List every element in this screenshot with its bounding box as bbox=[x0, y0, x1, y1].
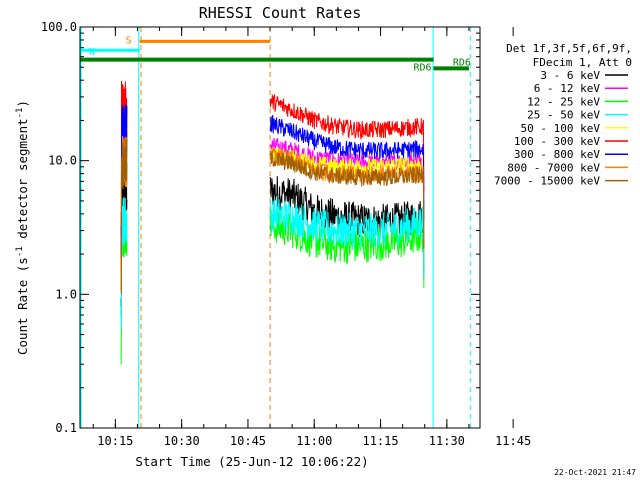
y-tick-label: 10.0 bbox=[48, 154, 77, 168]
y-axis: 100.0 10.0 1.0 0.1 bbox=[41, 20, 480, 435]
x-tick-label: 11:30 bbox=[429, 434, 465, 448]
y-tick-label: 0.1 bbox=[55, 421, 77, 435]
plot-frame bbox=[79, 26, 481, 429]
annotation-label: S bbox=[126, 35, 132, 46]
x-tick-label: 10:30 bbox=[164, 434, 200, 448]
series-trace bbox=[120, 209, 425, 365]
legend: Det 1f,3f,5f,6f,9f, FDecim 1, Att 0 3 - … bbox=[494, 42, 632, 188]
annotation-label: RD6 bbox=[414, 63, 432, 74]
y-tick-label: 1.0 bbox=[55, 287, 77, 301]
count-rate-traces bbox=[120, 80, 425, 365]
annotation-label: N bbox=[89, 47, 95, 58]
legend-entry-label: 50 - 100 keV bbox=[521, 122, 601, 135]
x-axis: 10:15 10:30 10:45 11:00 11:15 11:30 11:45 bbox=[92, 27, 531, 448]
annotation-bars: S N RD6 RD6 bbox=[80, 35, 471, 74]
series-trace bbox=[120, 137, 425, 294]
x-tick-label: 11:45 bbox=[495, 434, 531, 448]
legend-entry-label: 300 - 800 keV bbox=[514, 148, 600, 161]
series-trace bbox=[120, 196, 425, 329]
legend-entry-label: 800 - 7000 keV bbox=[507, 161, 600, 174]
legend-header-decimation: FDecim 1, Att 0 bbox=[533, 56, 632, 69]
y-axis-label: Count Rate (s-1 detector segment-1) bbox=[15, 100, 30, 355]
legend-entry-label: 100 - 300 keV bbox=[514, 135, 600, 148]
x-tick-label: 11:15 bbox=[362, 434, 398, 448]
x-tick-label: 10:15 bbox=[97, 434, 133, 448]
series-trace bbox=[120, 104, 425, 260]
legend-entry-label: 3 - 6 keV bbox=[540, 69, 600, 82]
legend-entry-label: 25 - 50 keV bbox=[527, 109, 600, 122]
x-axis-label: Start Time (25-Jun-12 10:06:22) bbox=[135, 454, 368, 469]
annotation-label: RD6 bbox=[453, 57, 471, 68]
x-tick-label: 11:00 bbox=[296, 434, 332, 448]
x-tick-label: 10:45 bbox=[230, 434, 266, 448]
legend-header-detectors: Det 1f,3f,5f,6f,9f, bbox=[506, 42, 632, 55]
legend-entry-label: 7000 - 15000 keV bbox=[494, 175, 600, 188]
y-tick-label: 100.0 bbox=[41, 20, 77, 34]
footer-timestamp: 22-Oct-2021 21:47 bbox=[554, 468, 636, 477]
time-markers bbox=[80, 27, 471, 428]
chart-title: RHESSI Count Rates bbox=[199, 4, 362, 22]
legend-entry-label: 12 - 25 keV bbox=[527, 95, 600, 108]
legend-entry-label: 6 - 12 keV bbox=[534, 82, 601, 95]
